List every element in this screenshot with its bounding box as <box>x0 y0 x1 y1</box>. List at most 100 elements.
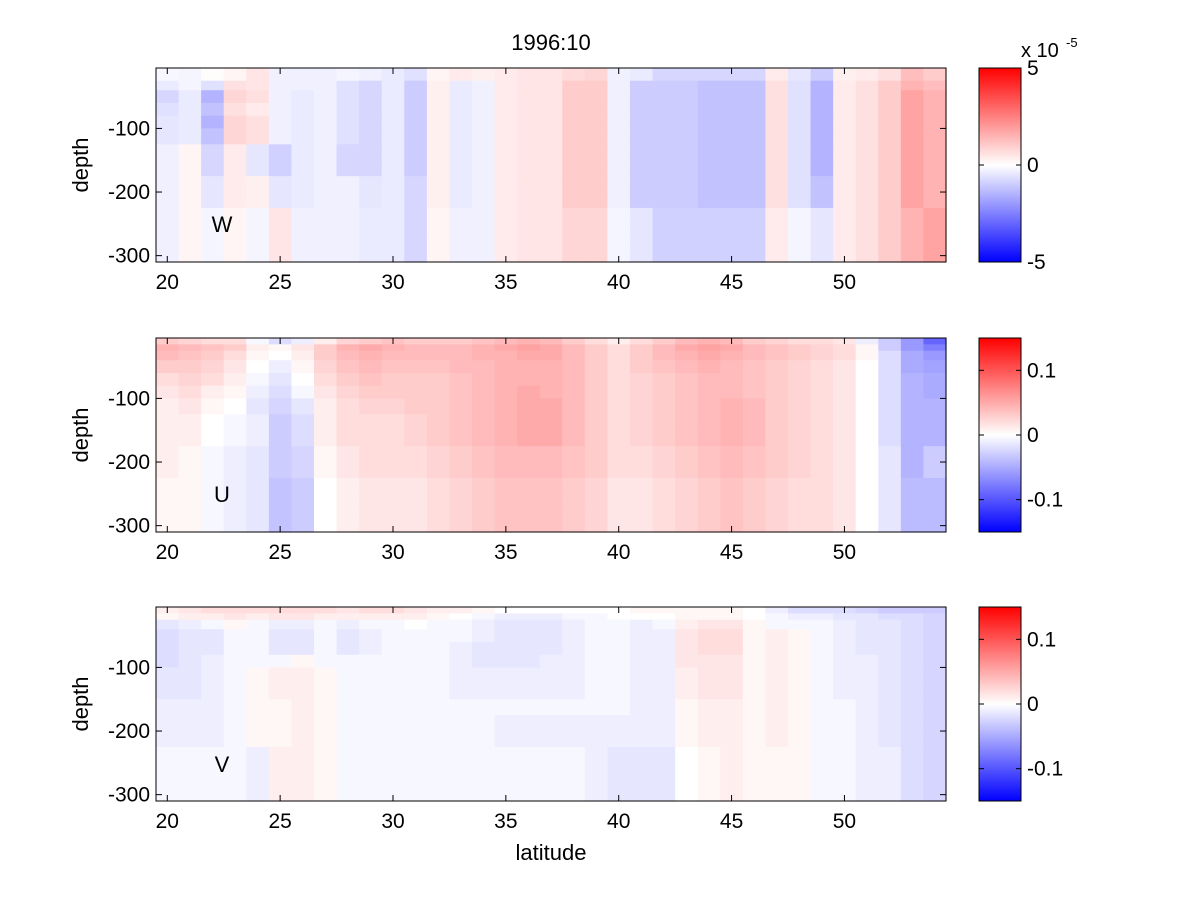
heatmap-cell <box>562 338 586 345</box>
heatmap-cell <box>359 731 383 748</box>
heatmap-cell <box>675 667 699 684</box>
heatmap-cell <box>426 192 451 209</box>
heatmap-cell <box>584 74 609 82</box>
heatmap-cell <box>788 493 812 511</box>
heatmap-cell <box>562 629 586 643</box>
heatmap-cell <box>652 462 676 479</box>
heatmap-cell <box>810 144 834 161</box>
heatmap-cell <box>223 493 247 511</box>
heatmap-cell <box>291 414 315 431</box>
heatmap-cell <box>675 430 699 447</box>
x-tick-label: 40 <box>607 271 630 294</box>
heatmap-cell <box>923 667 947 684</box>
heatmap-cell <box>810 746 834 764</box>
heatmap-cell <box>562 619 586 630</box>
heatmap-cell <box>381 629 405 643</box>
heatmap-cell <box>765 176 789 193</box>
heatmap-cell <box>494 462 518 479</box>
heatmap-cell <box>223 80 247 91</box>
heatmap-cell <box>314 80 338 91</box>
heatmap-cell <box>562 160 586 177</box>
heatmap-cell <box>584 746 609 764</box>
heatmap-cell <box>878 607 902 614</box>
heatmap-cell <box>630 385 654 400</box>
heatmap-cell <box>562 68 586 75</box>
heatmap-cell <box>314 794 338 802</box>
heatmap-cell <box>607 654 631 669</box>
heatmap-cell <box>404 430 428 447</box>
heatmap-cell <box>765 360 789 374</box>
heatmap-cell <box>449 683 473 700</box>
heatmap-cell <box>517 654 541 669</box>
heatmap-cell <box>833 80 857 91</box>
heatmap-cell <box>336 80 360 91</box>
heatmap-cell <box>742 160 767 177</box>
heatmap-cell <box>900 613 925 621</box>
heatmap-cell <box>404 794 428 802</box>
heatmap-cell <box>788 80 812 91</box>
colorbar-tick-label: 0 <box>1027 154 1039 177</box>
heatmap-cell <box>900 683 925 700</box>
heatmap-cell <box>900 144 925 161</box>
heatmap-cell <box>923 654 947 669</box>
heatmap-cell <box>765 398 789 415</box>
heatmap-cell <box>178 414 202 431</box>
heatmap-cell <box>336 350 360 361</box>
heatmap-cell <box>923 683 947 700</box>
heatmap-cell <box>359 360 383 374</box>
heatmap-cell <box>697 398 721 415</box>
heatmap-cell <box>268 102 293 117</box>
heatmap-cell <box>833 115 857 130</box>
heatmap-cell <box>765 144 789 161</box>
heatmap-cell <box>494 613 518 621</box>
heatmap-cell <box>426 414 451 431</box>
heatmap-cell <box>336 794 360 802</box>
heatmap-cell <box>675 90 699 104</box>
heatmap-cell <box>630 68 654 75</box>
heatmap-cell <box>449 629 473 643</box>
heatmap-cell <box>381 80 405 91</box>
heatmap-cell <box>720 207 744 225</box>
heatmap-cell <box>494 731 518 748</box>
heatmap-cell <box>584 462 609 479</box>
heatmap-cell <box>201 629 225 643</box>
heatmap-cell <box>923 699 947 716</box>
heatmap-cell <box>494 398 518 415</box>
heatmap-cell <box>246 629 270 643</box>
heatmap-cell <box>562 385 586 400</box>
heatmap-cell <box>268 613 293 621</box>
heatmap-cell <box>855 350 879 361</box>
heatmap-cell <box>833 667 857 684</box>
heatmap-cell <box>472 667 496 684</box>
heatmap-cell <box>742 746 767 764</box>
heatmap-cell <box>381 462 405 479</box>
heatmap-cell <box>607 176 631 193</box>
heatmap-cell <box>607 731 631 748</box>
heatmap-cell <box>810 74 834 82</box>
heatmap-cell <box>404 699 428 716</box>
heatmap-cell <box>697 607 721 614</box>
heatmap-cell <box>584 360 609 374</box>
heatmap-cell <box>652 90 676 104</box>
axes-frame <box>155 606 947 802</box>
heatmap-cell <box>246 715 270 732</box>
heatmap-cell <box>449 414 473 431</box>
heatmap-cell <box>156 344 180 352</box>
heatmap-cell <box>652 607 676 614</box>
heatmap-cell <box>878 207 902 225</box>
heatmap-cell <box>223 641 247 656</box>
heatmap-cell <box>900 778 925 796</box>
heatmap-cell <box>810 102 834 117</box>
heatmap-cell <box>923 207 947 225</box>
heatmap-cell <box>697 176 721 193</box>
heatmap-cell <box>246 525 270 533</box>
heatmap-cell <box>607 746 631 764</box>
heatmap-cell <box>472 344 496 352</box>
heatmap-cell <box>788 667 812 684</box>
heatmap-cell <box>314 654 338 669</box>
heatmap-cell <box>426 102 451 117</box>
heatmap-cell <box>291 102 315 117</box>
heatmap-cell <box>381 430 405 447</box>
heatmap-cell <box>788 446 812 463</box>
heatmap-cell <box>291 493 315 511</box>
